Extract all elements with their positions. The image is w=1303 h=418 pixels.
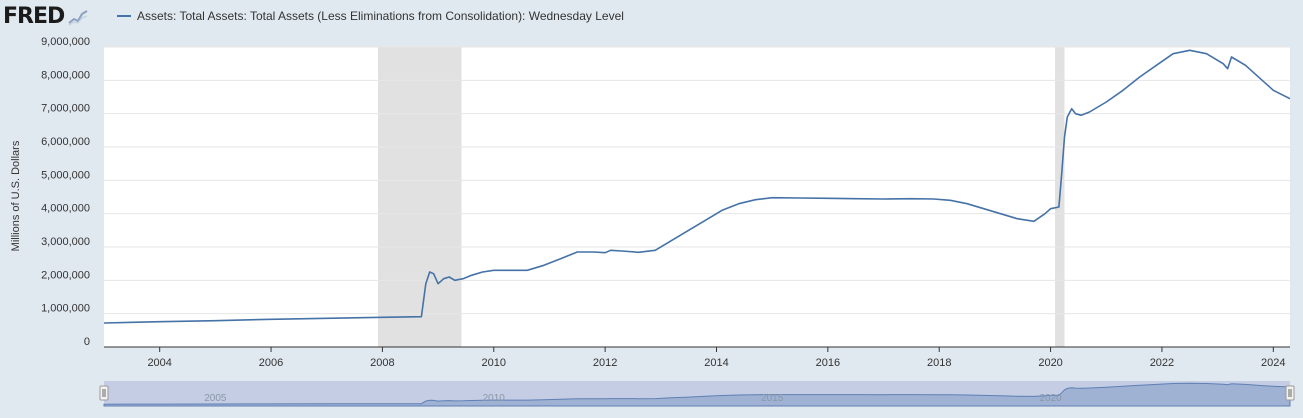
plot-area (104, 47, 1290, 347)
navigator-series (103, 382, 1291, 407)
x-tick-label: 2014 (704, 357, 728, 369)
chart-legend[interactable]: Assets: Total Assets: Total Assets (Less… (117, 9, 624, 23)
navigator-label: 2005 (204, 393, 227, 404)
navigator-label: 2020 (1039, 393, 1062, 404)
legend-label: Assets: Total Assets: Total Assets (Less… (137, 9, 624, 23)
y-axis-ticks: 0 1,000,000 2,000,000 3,000,000 4,000,000 5,0… (41, 36, 90, 348)
y-tick-label: 2,000,000 (41, 269, 90, 281)
y-tick-label: 7,000,000 (41, 103, 90, 115)
x-tick-label: 2020 (1038, 357, 1062, 369)
x-tick-label: 2024 (1261, 357, 1285, 369)
fred-logo-text: FRED (3, 4, 65, 29)
series-layer (103, 49, 1291, 324)
x-tick-label: 2004 (147, 357, 171, 369)
handle-grip[interactable] (99, 385, 109, 401)
legend-swatch (117, 15, 131, 17)
y-tick-label: 3,000,000 (41, 236, 90, 248)
navigator[interactable]: 2005 2010 2015 2020 (99, 381, 1295, 407)
y-tick-label: 9,000,000 (41, 36, 90, 48)
x-tick-label: 2008 (370, 357, 394, 369)
fred-logo[interactable]: FRED (3, 4, 90, 29)
chart-line-icon (67, 8, 90, 26)
x-tick-label: 2010 (482, 357, 506, 369)
y-tick-label: 8,000,000 (41, 69, 90, 81)
navigator-handle-left[interactable] (99, 385, 109, 401)
y-tick-label: 0 (84, 336, 90, 348)
y-tick-label: 6,000,000 (41, 136, 90, 148)
y-tick-label: 5,000,000 (41, 169, 90, 181)
recession-band (377, 47, 462, 347)
navigator-label: 2015 (761, 393, 784, 404)
x-tick-label: 2012 (593, 357, 617, 369)
x-tick-label: 2022 (1150, 357, 1174, 369)
navigator-handle-right[interactable] (1285, 385, 1295, 401)
x-axis-ticks: 2004 2006 2008 2010 2012 2014 2016 2018 2020 2022… (147, 347, 1286, 369)
series-line[interactable] (103, 49, 1291, 324)
grid-lines (104, 46, 1290, 348)
x-tick-label: 2016 (816, 357, 840, 369)
x-tick-label: 2006 (259, 357, 283, 369)
y-tick-label: 4,000,000 (41, 203, 90, 215)
x-tick-label: 2018 (927, 357, 951, 369)
navigator-label: 2010 (483, 393, 506, 404)
handle-grip[interactable] (1285, 385, 1295, 401)
y-tick-label: 1,000,000 (41, 303, 90, 315)
